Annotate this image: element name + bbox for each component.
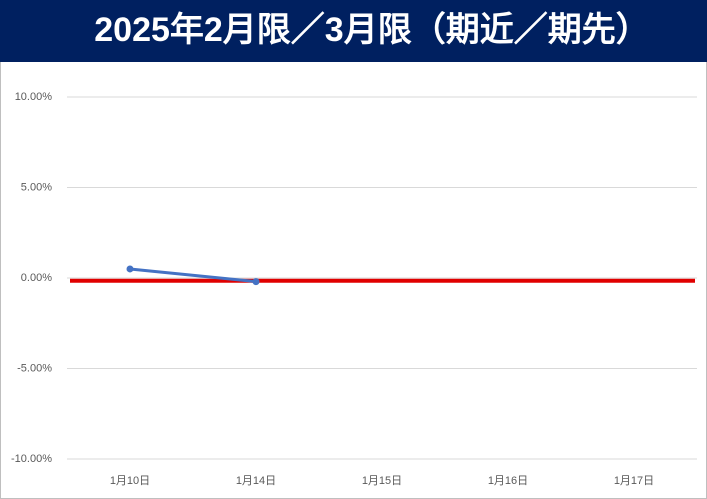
x-tick-label: 1月15日 (362, 475, 402, 487)
x-tick-label: 1月17日 (614, 475, 654, 487)
x-tick-label: 1月10日 (110, 475, 150, 487)
y-tick-label: -5.00% (17, 362, 52, 374)
title-banner (0, 0, 707, 62)
y-tick-label: 5.00% (21, 181, 52, 193)
data-point (252, 278, 260, 286)
x-tick-label: 1月16日 (488, 475, 528, 487)
y-tick-label: -10.00% (11, 453, 52, 465)
data-point (126, 265, 134, 273)
chart-title: 2025年2月限／3月限（期近／期先） (94, 10, 649, 49)
y-tick-label: 10.00% (15, 91, 53, 103)
series-line (129, 267, 257, 284)
y-tick-label: 0.00% (21, 272, 52, 284)
x-tick-label: 1月14日 (236, 475, 276, 487)
